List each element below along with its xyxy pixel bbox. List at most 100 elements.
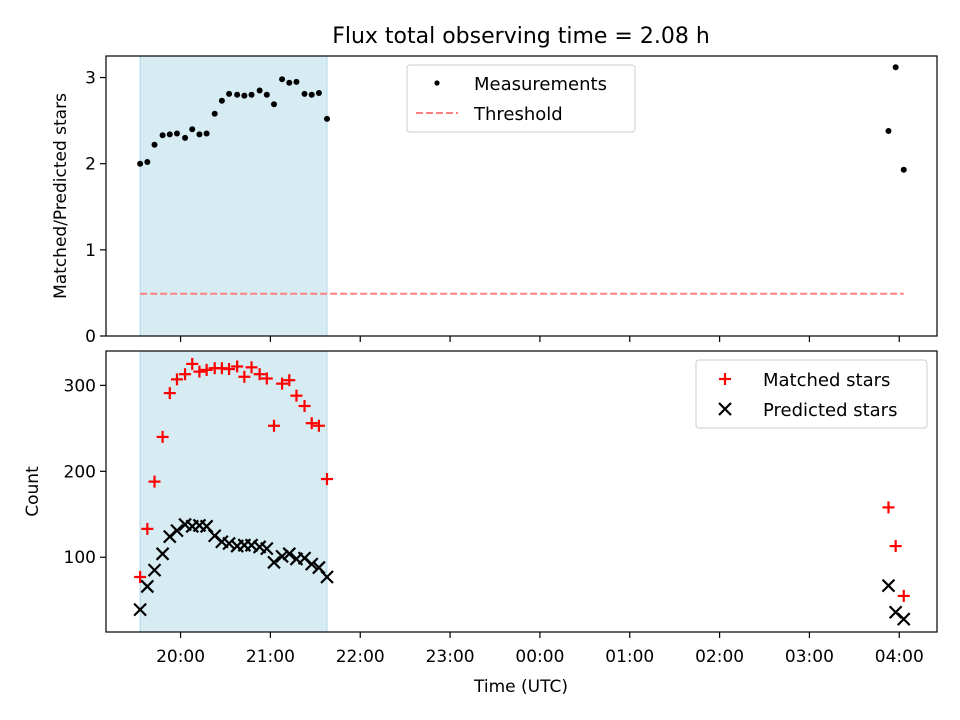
predicted-stars-point (155, 547, 170, 561)
predicted-stars-point (275, 549, 289, 564)
measurement-point (211, 110, 218, 117)
predicted-stars-point (881, 578, 896, 593)
matched-stars-point (141, 522, 154, 535)
y-tick-label: 100 (64, 548, 96, 568)
measurement-point (203, 130, 210, 137)
matched-stars-point (231, 360, 244, 373)
matched-stars-point (223, 363, 236, 376)
count-y-ticks: 100 200 300 (64, 376, 106, 568)
measurements-series (137, 64, 907, 173)
ratio-y-ticks: 0 1 2 3 (85, 69, 106, 347)
matched-stars-point (179, 368, 192, 381)
measurement-point (286, 79, 293, 86)
predicted-stars-point (170, 523, 184, 538)
matched-stars-point (156, 430, 169, 443)
measurement-point (159, 132, 166, 139)
measurement-point (892, 64, 899, 71)
y-tick-label: 0 (85, 327, 96, 347)
predicted-stars-point (133, 602, 147, 617)
matched-stars-point (245, 361, 258, 374)
measurement-point (900, 166, 907, 173)
ratio-panel: 0 1 2 3 Matched/Predicted stars Measurement… (51, 55, 938, 347)
matched-stars-point (163, 387, 176, 400)
predicted-stars-series (133, 517, 911, 626)
measurement-point (293, 78, 300, 85)
ratio-panel-frame (105, 55, 938, 337)
x-tick-label: 04:00 (875, 647, 924, 667)
count-y-axis-label: Count (23, 466, 43, 517)
x-tick-label: 00:00 (515, 647, 564, 667)
matched-stars-point (260, 372, 273, 385)
measurement-point (144, 158, 151, 165)
measurement-point (226, 90, 233, 97)
matched-stars-point (305, 417, 318, 430)
ratio-x-ticks (179, 336, 900, 342)
x-tick-label: 22:00 (336, 647, 385, 667)
predicted-stars-point (896, 612, 911, 626)
measurement-point (196, 131, 203, 138)
count-panel-frame (105, 350, 938, 633)
count-legend: Matched stars Predicted stars (695, 359, 928, 429)
y-tick-label: 300 (64, 376, 96, 396)
predicted-stars-point (304, 557, 319, 571)
y-tick-label: 1 (85, 241, 96, 261)
measurement-point (241, 92, 248, 99)
ratio-y-axis-label: Matched/Predicted stars (51, 93, 71, 299)
x-axis-label: Time (UTC) (473, 677, 568, 697)
predicted-stars-point (260, 541, 274, 556)
legend-measurements-label: Measurements (474, 74, 607, 95)
matched-stars-point (889, 540, 902, 553)
chart-title: Flux total observing time = 2.08 h (332, 24, 710, 49)
matched-stars-point (897, 589, 910, 602)
matched-stars-point (253, 368, 266, 381)
count-x-ticks: 20:00 21:00 22:00 23:00 00:00 01:00 02:00 03:00… (156, 632, 924, 667)
measurement-point (137, 160, 144, 167)
measurement-point (301, 90, 308, 97)
legend-matched-label: Matched stars (763, 370, 890, 391)
x-tick-label: 02:00 (695, 647, 744, 667)
matched-stars-point (134, 571, 147, 584)
x-tick-label: 03:00 (785, 647, 834, 667)
matched-stars-point (170, 373, 183, 386)
measurement-point (218, 97, 225, 104)
measurement-point (279, 76, 286, 83)
matched-stars-point (298, 399, 311, 412)
matched-stars-point (882, 501, 895, 514)
matched-stars-point (186, 357, 199, 370)
legend-predicted-label: Predicted stars (763, 400, 897, 421)
y-tick-label: 200 (64, 462, 96, 482)
x-tick-label: 23:00 (426, 647, 475, 667)
measurement-point (263, 91, 270, 98)
measurement-point (885, 127, 892, 134)
matched-stars-point (193, 365, 206, 378)
matched-stars-point (321, 473, 334, 486)
legend-predicted-marker (718, 402, 732, 416)
predicted-stars-point (267, 555, 281, 570)
matched-stars-point (267, 419, 280, 432)
measurement-point (234, 91, 241, 98)
predicted-stars-point (244, 538, 259, 552)
matched-stars-point (283, 374, 296, 387)
matched-stars-series (134, 357, 910, 602)
predicted-stars-point (320, 570, 334, 584)
legend-threshold-label: Threshold (473, 104, 563, 125)
observing-window-shade (139, 55, 328, 337)
measurement-point (324, 115, 331, 122)
ratio-legend: Measurements Threshold (406, 64, 636, 133)
matched-stars-point (290, 389, 303, 402)
y-tick-label: 3 (85, 69, 96, 89)
x-tick-label: 21:00 (246, 647, 295, 667)
measurement-point (270, 101, 277, 108)
matched-stars-point (276, 377, 289, 390)
matched-stars-point (148, 475, 161, 488)
x-tick-label: 20:00 (156, 647, 205, 667)
measurement-point (308, 91, 315, 98)
predicted-stars-point (147, 563, 162, 577)
measurement-point (189, 126, 196, 133)
predicted-stars-point (282, 547, 297, 561)
legend-measurements-marker (434, 80, 440, 86)
measurement-point (166, 131, 173, 138)
matched-stars-point (238, 370, 251, 383)
measurement-point (173, 130, 180, 137)
